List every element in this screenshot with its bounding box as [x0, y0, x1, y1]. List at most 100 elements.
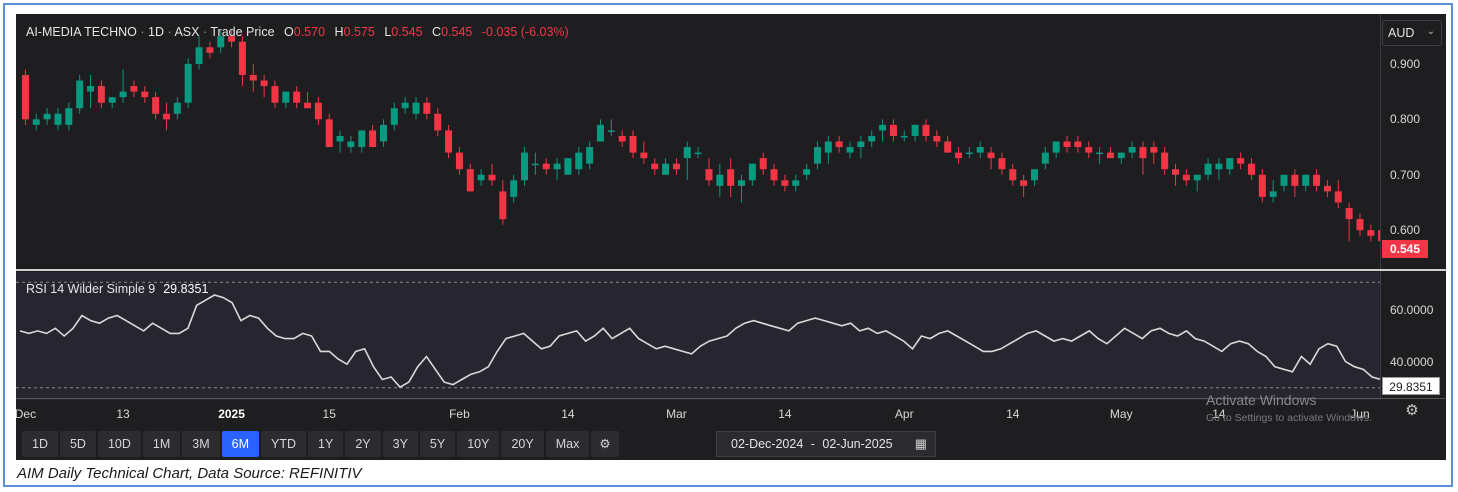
axis-settings-icon[interactable]: ⚙ — [1405, 402, 1419, 419]
timeframe-button-1m[interactable]: 1M — [142, 431, 181, 457]
symbol-name[interactable]: AI-MEDIA TECHNO — [26, 25, 137, 39]
close-key: C — [432, 25, 442, 39]
time-tick-label: May — [1109, 407, 1133, 421]
rsi-chart[interactable] — [16, 272, 1380, 400]
pane-divider[interactable] — [16, 269, 1446, 271]
candle — [824, 135, 832, 164]
candle-body — [119, 91, 127, 98]
timeframe-button-5y[interactable]: 5Y — [419, 431, 456, 457]
candle — [195, 36, 203, 70]
candle — [868, 130, 876, 148]
candle — [792, 174, 800, 192]
candle — [434, 108, 442, 136]
candle-body — [1302, 174, 1310, 186]
candle-body — [21, 74, 29, 120]
candle-body — [293, 91, 301, 103]
timeframe-button-2y[interactable]: 2Y — [345, 431, 381, 457]
timeframe-button-3m[interactable]: 3M — [182, 431, 220, 457]
candle-body — [868, 135, 876, 142]
candle-body — [1074, 141, 1082, 148]
price-tick-label: 0.600 — [1390, 223, 1421, 238]
timeframe-button-max[interactable]: Max — [545, 431, 590, 457]
timeframe-button-5d[interactable]: 5D — [59, 431, 96, 457]
time-tick-label: 14 — [561, 407, 575, 421]
rsi-pane — [16, 272, 1380, 400]
candle — [499, 180, 507, 225]
candle-body — [879, 124, 887, 131]
candle-body — [531, 163, 539, 166]
candle — [119, 69, 127, 103]
candle-body — [748, 163, 756, 181]
candle — [65, 102, 73, 131]
low-value: 0.545 — [391, 25, 423, 39]
time-tick-label: Feb — [449, 407, 470, 421]
candle — [672, 158, 680, 175]
time-tick-label: Jun — [1350, 407, 1370, 421]
candle-body — [1247, 163, 1255, 175]
candle — [759, 152, 767, 175]
candle-body — [629, 135, 637, 153]
candle-body — [1226, 158, 1234, 170]
candle — [955, 147, 963, 164]
timeframe-button-1y[interactable]: 1Y — [308, 431, 344, 457]
candle — [922, 119, 930, 142]
candle — [1313, 169, 1321, 192]
candle — [304, 91, 312, 109]
figure-caption: AIM Daily Technical Chart, Data Source: … — [17, 465, 362, 482]
time-tick-label: Mar — [666, 407, 687, 421]
rsi-label[interactable]: RSI 14 Wilder Simple 9 — [26, 282, 156, 296]
currency-select[interactable]: AUD ⌄ — [1382, 20, 1442, 46]
candle — [738, 174, 746, 203]
candle-body — [640, 152, 648, 159]
candle-body — [1378, 230, 1380, 242]
candle — [662, 158, 670, 175]
date-range-picker[interactable]: 02-Dec-2024 - 02-Jun-2025 ▦ — [716, 431, 936, 457]
candle — [249, 63, 257, 92]
time-tick-label: 13 — [116, 407, 130, 421]
candle-body — [455, 152, 463, 170]
timeframe-button-1d[interactable]: 1D — [22, 431, 58, 457]
candle — [76, 74, 84, 114]
candle — [976, 141, 984, 159]
open-value: 0.570 — [293, 25, 326, 39]
timeframe-button-3y[interactable]: 3Y — [382, 431, 418, 457]
candle — [455, 147, 463, 175]
candle — [130, 80, 138, 98]
candle — [162, 102, 170, 131]
last-price-tag: 0.545 — [1382, 240, 1428, 258]
candle-body — [54, 113, 62, 125]
candle-body — [933, 135, 941, 142]
timeframe-button-10y[interactable]: 10Y — [457, 431, 500, 457]
exchange-label: ASX — [174, 25, 200, 39]
candle-body — [1161, 152, 1169, 170]
open-key: O — [284, 25, 294, 39]
candle — [748, 163, 756, 186]
range-from: 02-Dec-2024 — [731, 437, 804, 451]
chevron-down-icon: ⌄ — [1426, 26, 1435, 37]
candle-body — [32, 119, 40, 125]
timeframe-button-20y[interactable]: 20Y — [501, 431, 544, 457]
candle — [1302, 174, 1310, 192]
chart-settings-icon[interactable]: ⚙ — [591, 431, 619, 457]
candle-body — [738, 180, 746, 186]
candle-body — [466, 169, 474, 192]
candle-body — [390, 108, 398, 125]
timeframe-button-ytd[interactable]: YTD — [261, 431, 307, 457]
timeframe-button-6m[interactable]: 6M — [221, 431, 260, 457]
candle-body — [249, 74, 257, 81]
candle — [564, 158, 572, 175]
candle — [423, 97, 431, 120]
candle — [813, 141, 821, 170]
candle-body — [1215, 163, 1223, 170]
candle-body — [499, 191, 507, 220]
candle-body — [1345, 208, 1353, 220]
candle-body — [1096, 152, 1104, 155]
timeframe-button-10d[interactable]: 10D — [97, 431, 141, 457]
price-chart[interactable] — [16, 14, 1380, 269]
candle — [1323, 180, 1331, 197]
candle-body — [162, 113, 170, 120]
low-key: L — [384, 25, 392, 39]
time-tick-label: 2025 — [218, 407, 245, 421]
chart-panel[interactable]: AI-MEDIA TECHNO · 1D · ASX · Trade Price… — [16, 14, 1446, 460]
candle — [466, 163, 474, 192]
